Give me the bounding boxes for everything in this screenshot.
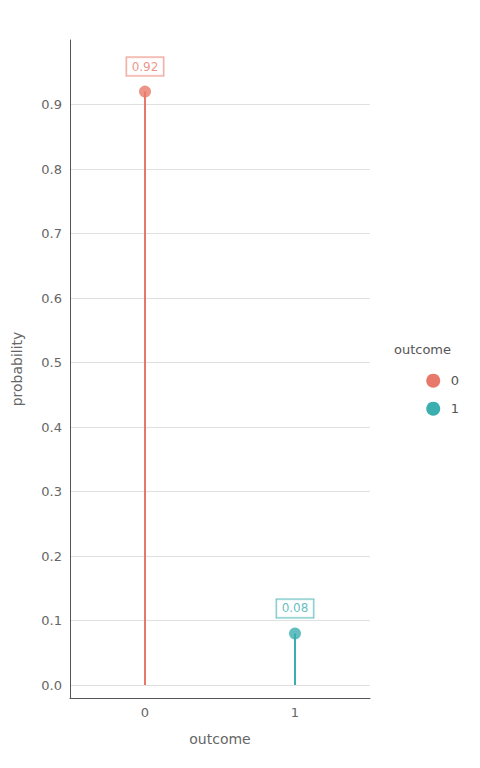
svg-text:0.8: 0.8	[41, 162, 62, 177]
svg-text:outcome: outcome	[394, 342, 451, 357]
svg-text:0.7: 0.7	[41, 226, 62, 241]
svg-text:0.9: 0.9	[41, 97, 62, 112]
svg-text:0.1: 0.1	[41, 613, 62, 628]
svg-text:0.0: 0.0	[41, 678, 62, 693]
svg-text:0.4: 0.4	[41, 420, 62, 435]
svg-text:0.5: 0.5	[41, 355, 62, 370]
svg-text:0: 0	[451, 373, 459, 388]
svg-text:0.6: 0.6	[41, 291, 62, 306]
svg-text:0: 0	[141, 705, 149, 720]
svg-text:outcome: outcome	[189, 731, 250, 747]
svg-text:0.2: 0.2	[41, 549, 62, 564]
svg-text:1: 1	[451, 401, 459, 416]
svg-text:probability: probability	[9, 332, 25, 407]
svg-text:0.08: 0.08	[282, 601, 309, 615]
svg-text:0.92: 0.92	[132, 60, 159, 74]
svg-text:1: 1	[291, 705, 299, 720]
svg-text:0.3: 0.3	[41, 484, 62, 499]
